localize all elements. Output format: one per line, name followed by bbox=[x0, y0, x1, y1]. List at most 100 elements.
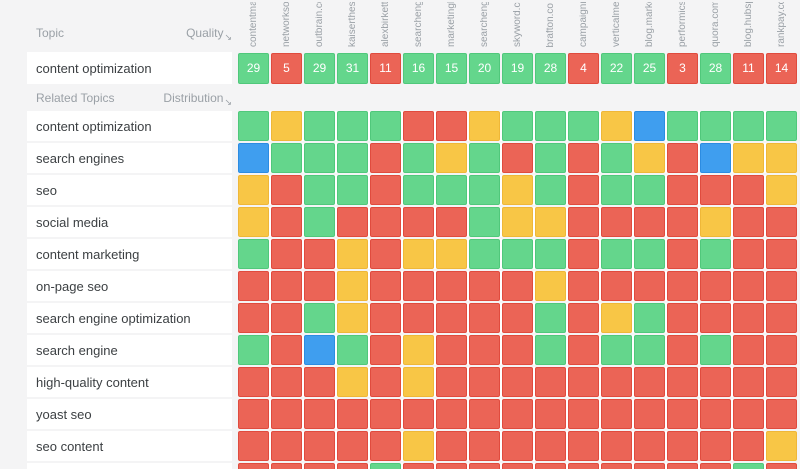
distribution-cell-red[interactable] bbox=[766, 271, 797, 301]
distribution-cell-red[interactable] bbox=[667, 143, 698, 173]
distribution-cell-green[interactable] bbox=[238, 335, 269, 365]
distribution-cell-red[interactable] bbox=[766, 463, 797, 469]
distribution-cell-red[interactable] bbox=[238, 463, 269, 469]
distribution-cell-green[interactable] bbox=[469, 207, 500, 237]
distribution-cell-red[interactable] bbox=[238, 271, 269, 301]
distribution-cell-red[interactable] bbox=[436, 111, 467, 141]
distribution-cell-red[interactable] bbox=[370, 207, 401, 237]
distribution-cell-red[interactable] bbox=[667, 399, 698, 429]
distribution-cell-red[interactable] bbox=[667, 207, 698, 237]
column-header-domain[interactable]: searchengi bbox=[403, 0, 434, 47]
distribution-cell-red[interactable] bbox=[238, 367, 269, 397]
column-header-domain[interactable]: marketingl bbox=[436, 0, 467, 47]
distribution-cell-green[interactable] bbox=[601, 239, 632, 269]
distribution-cell-green[interactable] bbox=[271, 143, 302, 173]
distribution-cell-red[interactable] bbox=[733, 175, 764, 205]
distribution-cell-red[interactable] bbox=[403, 303, 434, 333]
related-topic-label[interactable] bbox=[27, 463, 232, 469]
distribution-cell-red[interactable] bbox=[733, 303, 764, 333]
distribution-cell-red[interactable] bbox=[304, 271, 335, 301]
distribution-cell-green[interactable] bbox=[238, 111, 269, 141]
distribution-cell-red[interactable] bbox=[700, 175, 731, 205]
distribution-cell-red[interactable] bbox=[733, 271, 764, 301]
distribution-cell-red[interactable] bbox=[271, 367, 302, 397]
distribution-cell-red[interactable] bbox=[271, 399, 302, 429]
distribution-cell-red[interactable] bbox=[700, 399, 731, 429]
distribution-cell-green[interactable] bbox=[601, 335, 632, 365]
distribution-cell-yellow[interactable] bbox=[601, 303, 632, 333]
distribution-cell-green[interactable] bbox=[634, 303, 665, 333]
distribution-cell-green[interactable] bbox=[502, 111, 533, 141]
distribution-cell-red[interactable] bbox=[535, 367, 566, 397]
quality-score-cell[interactable]: 29 bbox=[238, 52, 269, 84]
distribution-cell-yellow[interactable] bbox=[403, 239, 434, 269]
distribution-cell-red[interactable] bbox=[568, 175, 599, 205]
distribution-cell-green[interactable] bbox=[766, 111, 797, 141]
quality-score-cell[interactable]: 3 bbox=[667, 52, 698, 84]
distribution-cell-red[interactable] bbox=[436, 271, 467, 301]
distribution-cell-green[interactable] bbox=[535, 175, 566, 205]
distribution-cell-red[interactable] bbox=[436, 335, 467, 365]
column-header-domain[interactable]: rankpay.co bbox=[766, 0, 797, 47]
topic-row-label[interactable]: content optimization bbox=[27, 52, 232, 84]
distribution-cell-red[interactable] bbox=[469, 335, 500, 365]
distribution-cell-red[interactable] bbox=[667, 303, 698, 333]
distribution-cell-red[interactable] bbox=[634, 399, 665, 429]
distribution-sort-control[interactable]: Distribution ↘ bbox=[163, 91, 232, 107]
distribution-cell-red[interactable] bbox=[304, 431, 335, 461]
distribution-cell-red[interactable] bbox=[403, 463, 434, 469]
distribution-cell-yellow[interactable] bbox=[436, 239, 467, 269]
distribution-cell-blue[interactable] bbox=[304, 335, 335, 365]
distribution-cell-red[interactable] bbox=[634, 463, 665, 469]
quality-score-cell[interactable]: 11 bbox=[370, 52, 401, 84]
distribution-cell-red[interactable] bbox=[568, 463, 599, 469]
distribution-cell-red[interactable] bbox=[502, 303, 533, 333]
distribution-cell-red[interactable] bbox=[766, 207, 797, 237]
distribution-cell-green[interactable] bbox=[634, 239, 665, 269]
distribution-cell-red[interactable] bbox=[766, 335, 797, 365]
distribution-cell-yellow[interactable] bbox=[535, 207, 566, 237]
distribution-cell-red[interactable] bbox=[535, 431, 566, 461]
distribution-cell-red[interactable] bbox=[403, 207, 434, 237]
column-header-domain[interactable]: brafton.co bbox=[535, 0, 566, 47]
distribution-cell-red[interactable] bbox=[271, 463, 302, 469]
related-topic-label[interactable]: on-page seo bbox=[27, 271, 232, 301]
distribution-cell-yellow[interactable] bbox=[766, 175, 797, 205]
distribution-cell-red[interactable] bbox=[700, 431, 731, 461]
distribution-cell-green[interactable] bbox=[304, 111, 335, 141]
distribution-cell-green[interactable] bbox=[304, 303, 335, 333]
distribution-cell-red[interactable] bbox=[634, 207, 665, 237]
distribution-cell-red[interactable] bbox=[733, 207, 764, 237]
distribution-cell-red[interactable] bbox=[568, 431, 599, 461]
distribution-cell-red[interactable] bbox=[700, 463, 731, 469]
distribution-cell-yellow[interactable] bbox=[436, 143, 467, 173]
distribution-cell-red[interactable] bbox=[436, 303, 467, 333]
distribution-cell-green[interactable] bbox=[535, 303, 566, 333]
distribution-cell-yellow[interactable] bbox=[337, 239, 368, 269]
distribution-cell-green[interactable] bbox=[700, 335, 731, 365]
distribution-cell-red[interactable] bbox=[766, 367, 797, 397]
distribution-cell-red[interactable] bbox=[469, 303, 500, 333]
distribution-cell-green[interactable] bbox=[601, 175, 632, 205]
column-header-domain[interactable]: verticalme bbox=[601, 0, 632, 47]
distribution-cell-green[interactable] bbox=[535, 143, 566, 173]
distribution-cell-red[interactable] bbox=[370, 271, 401, 301]
distribution-cell-green[interactable] bbox=[337, 111, 368, 141]
column-header-domain[interactable]: performics bbox=[667, 0, 698, 47]
distribution-cell-yellow[interactable] bbox=[766, 143, 797, 173]
quality-score-cell[interactable]: 5 bbox=[271, 52, 302, 84]
distribution-cell-red[interactable] bbox=[238, 303, 269, 333]
distribution-cell-red[interactable] bbox=[502, 399, 533, 429]
distribution-cell-green[interactable] bbox=[535, 239, 566, 269]
quality-sort-control[interactable]: Quality ↘ bbox=[186, 26, 232, 42]
distribution-cell-red[interactable] bbox=[667, 271, 698, 301]
distribution-cell-green[interactable] bbox=[469, 175, 500, 205]
distribution-cell-red[interactable] bbox=[667, 335, 698, 365]
distribution-cell-red[interactable] bbox=[634, 367, 665, 397]
distribution-cell-red[interactable] bbox=[667, 431, 698, 461]
column-header-domain[interactable]: blog.marke bbox=[634, 0, 665, 47]
distribution-cell-red[interactable] bbox=[634, 271, 665, 301]
distribution-cell-green[interactable] bbox=[304, 143, 335, 173]
distribution-cell-yellow[interactable] bbox=[634, 143, 665, 173]
distribution-cell-red[interactable] bbox=[733, 239, 764, 269]
